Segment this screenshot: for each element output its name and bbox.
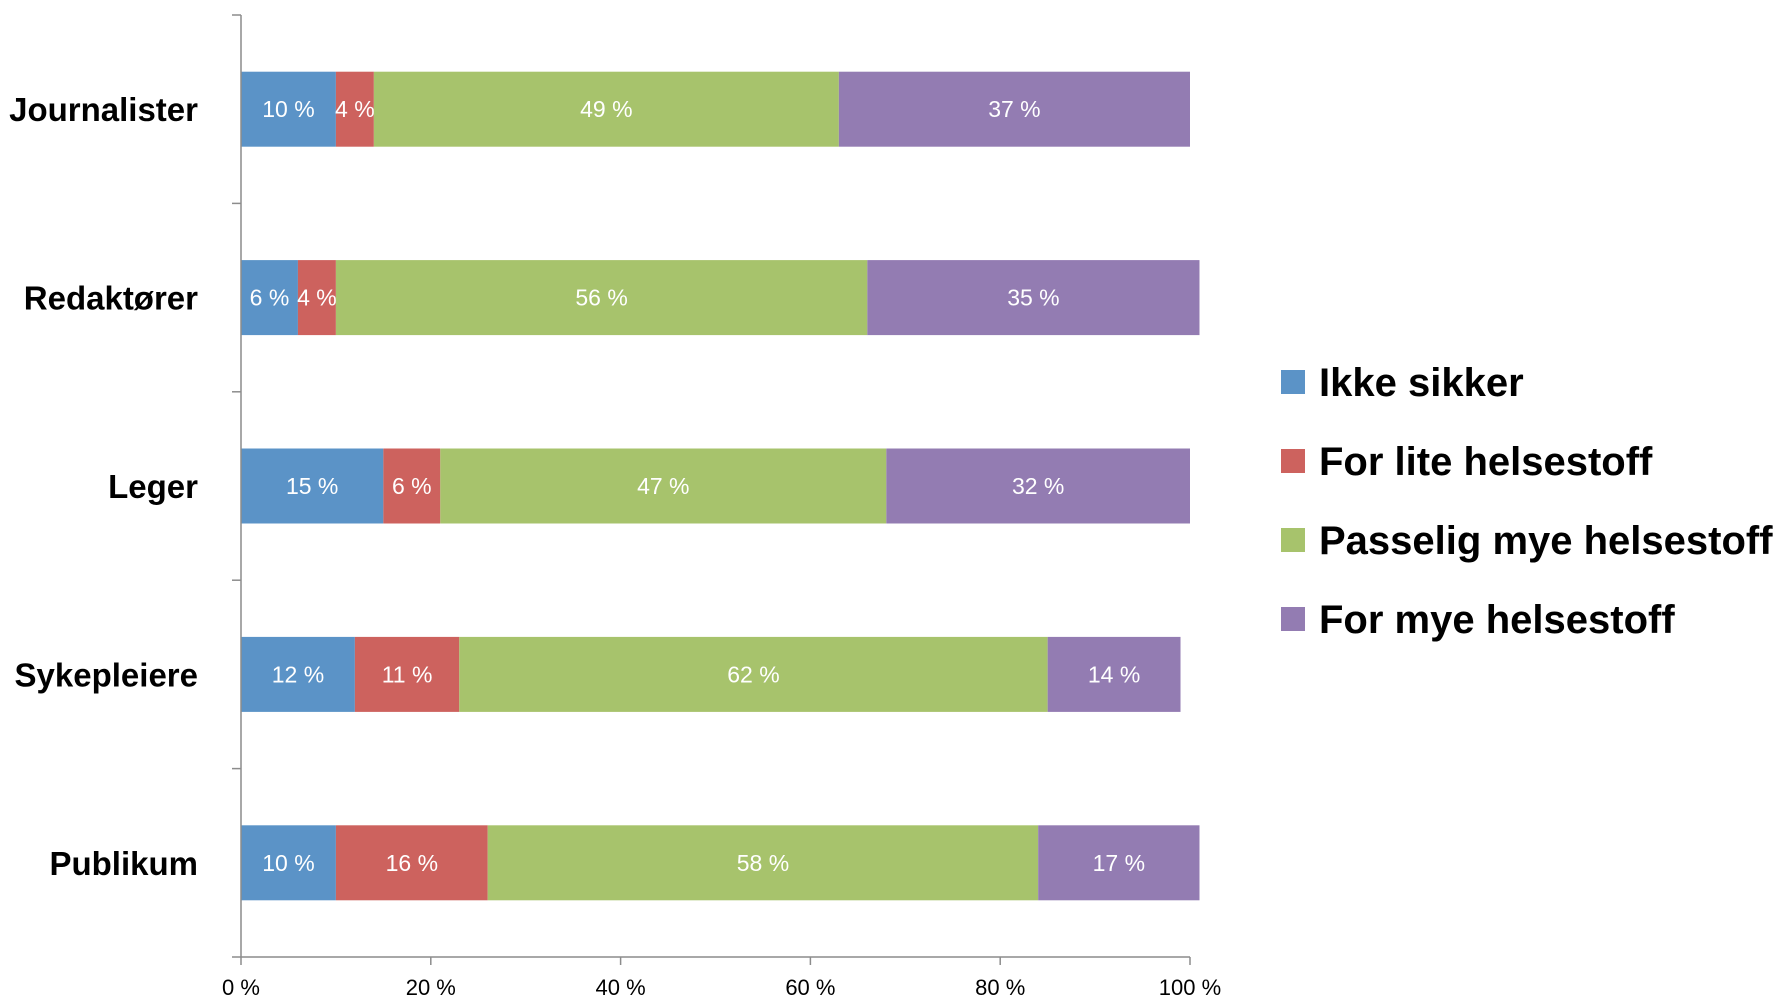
data-label: 35 % [1007, 285, 1059, 311]
data-label: 17 % [1093, 850, 1145, 876]
legend-label: For lite helsestoff [1319, 440, 1653, 484]
bar-segment [241, 636, 355, 712]
legend: Ikke sikker For lite helsestoff Passelig m… [1281, 361, 1773, 642]
category-label: Publikum [49, 845, 198, 882]
data-label: 56 % [575, 285, 627, 311]
category-label: Redaktører [24, 280, 198, 317]
bar-segment [487, 825, 1039, 901]
bar-segment [335, 260, 868, 336]
bar-segment [886, 448, 1190, 524]
bar-segment [459, 636, 1048, 712]
data-label: 16 % [386, 850, 438, 876]
bar-segment [383, 448, 441, 524]
legend-label: Passelig mye helsestoff [1319, 519, 1773, 563]
bar-segment [297, 260, 336, 336]
x-tick-label: 0 % [222, 975, 260, 1000]
bar-segment [241, 825, 336, 901]
category-label: Journalister [9, 91, 198, 128]
data-label: 6 % [250, 285, 290, 311]
data-label: 4 % [335, 96, 375, 122]
bar-segment [373, 71, 839, 147]
data-label: 10 % [262, 96, 314, 122]
data-label: 14 % [1088, 661, 1140, 687]
legend-label: For mye helsestoff [1319, 598, 1675, 642]
category-label: Sykepleiere [15, 656, 198, 693]
data-label: 4 % [297, 285, 337, 311]
data-label: 15 % [286, 473, 338, 499]
data-label: 6 % [392, 473, 432, 499]
data-label: 62 % [727, 661, 779, 687]
category-label: Leger [108, 468, 198, 505]
bar-segment [354, 636, 460, 712]
data-label: 10 % [262, 850, 314, 876]
x-tick-label: 20 % [406, 975, 456, 1000]
bar-segment [1047, 636, 1181, 712]
legend-label: Ikke sikker [1319, 361, 1524, 405]
x-tick-label: 40 % [596, 975, 646, 1000]
legend-swatch [1281, 528, 1305, 552]
bar-segment [1038, 825, 1200, 901]
bar-segment [838, 71, 1190, 147]
bar-segment [335, 71, 374, 147]
bar-segment [440, 448, 887, 524]
data-label: 47 % [637, 473, 689, 499]
data-label: 12 % [272, 661, 324, 687]
bar-segment [867, 260, 1200, 336]
bar-segment [241, 71, 336, 147]
bar-segment [241, 448, 384, 524]
bar-segment [241, 260, 298, 336]
data-label: 58 % [737, 850, 789, 876]
x-tick-label: 60 % [785, 975, 835, 1000]
data-label: 37 % [988, 96, 1040, 122]
data-label: 32 % [1012, 473, 1064, 499]
x-tick-label: 80 % [975, 975, 1025, 1000]
legend-swatch [1281, 370, 1305, 394]
data-label: 49 % [580, 96, 632, 122]
legend-swatch [1281, 607, 1305, 631]
x-tick-label: 100 % [1159, 975, 1221, 1000]
bar-segment [335, 825, 488, 901]
data-label: 11 % [382, 661, 433, 687]
legend-swatch [1281, 449, 1305, 473]
plot-area: 10 % 4 % 49 % 37 % Journalister 6 % 4 % 56 % 35 … [9, 14, 1221, 1000]
